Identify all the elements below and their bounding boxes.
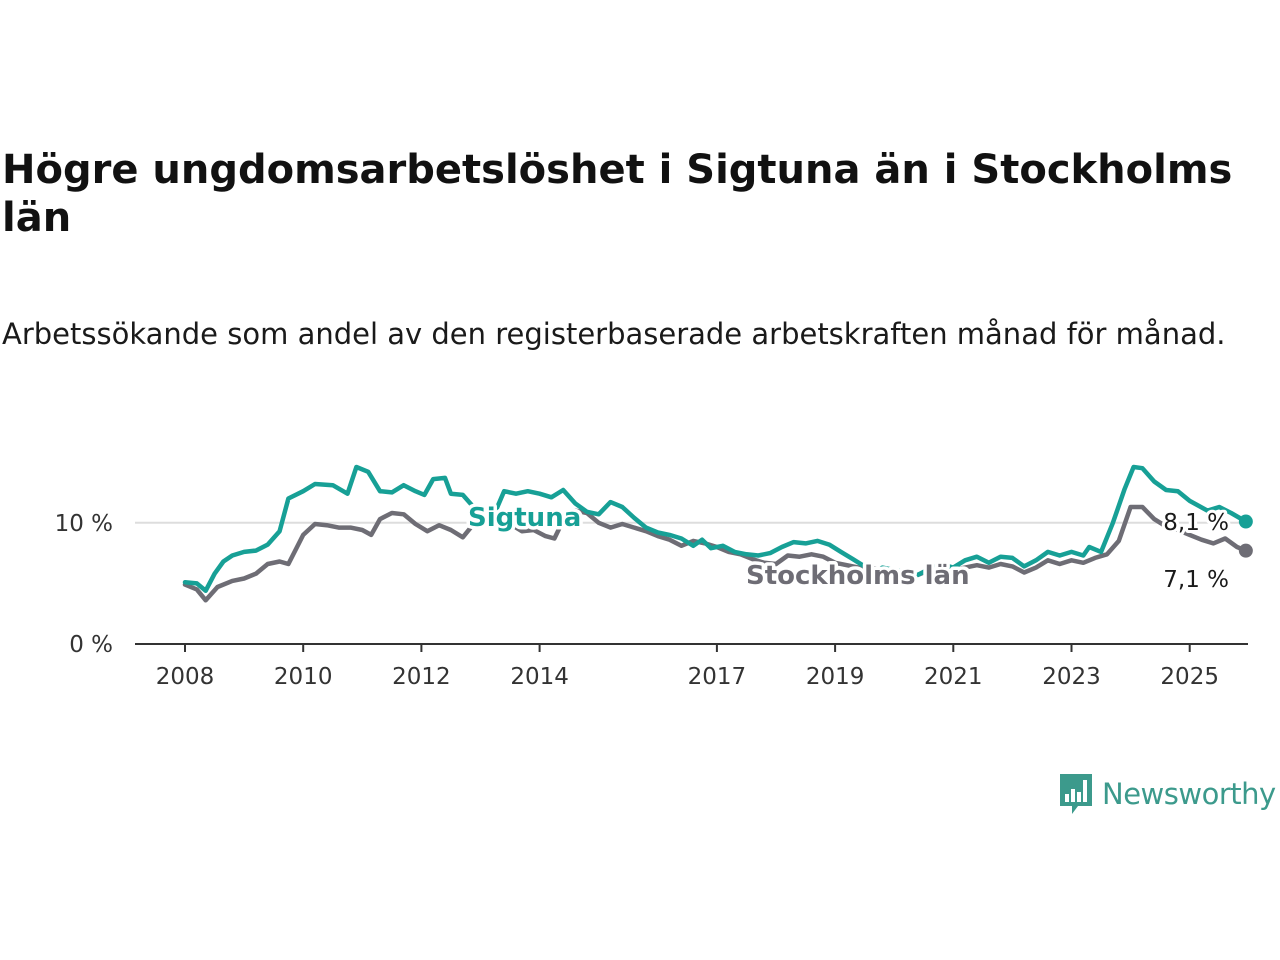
- series-labels: Sigtuna Stockholms län 8,1 % 7,1 %: [465, 500, 1233, 597]
- x-tick-label: 2017: [688, 664, 747, 690]
- x-tick-label: 2023: [1042, 664, 1101, 690]
- series-line-sigtuna: [182, 464, 1249, 593]
- x-tick-label: 2025: [1160, 664, 1219, 690]
- page-title: Högre ungdomsarbetslöshet i Sigtuna än i…: [2, 147, 1233, 241]
- x-tick-label: 2012: [392, 664, 451, 690]
- series-lines: [182, 464, 1253, 603]
- x-tick-label: 2019: [806, 664, 865, 690]
- x-tick-label: 2010: [274, 664, 333, 690]
- axes: 0 % 10 % 2008 2010 2012 2014 2017 2019 2021 2023 2…: [55, 511, 1248, 690]
- page-subtitle: Arbetssökande som andel av den registerb…: [2, 317, 1226, 351]
- y-tick-label: 10 %: [55, 511, 113, 537]
- x-tick-label: 2021: [924, 664, 983, 690]
- brand-name: Newsworthy: [1102, 777, 1276, 811]
- y-tick-label: 0 %: [69, 632, 113, 658]
- series-label-sigtuna: Sigtuna: [468, 503, 581, 533]
- newsworthy-logo-icon: [1060, 774, 1092, 814]
- end-point-stockholms-lan: [1238, 543, 1253, 558]
- series-label-stockholms-lan: Stockholms län: [746, 561, 970, 591]
- end-value-label-sigtuna: 8,1 %: [1163, 510, 1229, 536]
- end-value-label-stockholms-lan: 7,1 %: [1163, 567, 1229, 593]
- end-point-sigtuna: [1238, 514, 1253, 529]
- line-chart: 0 % 10 % 2008 2010 2012 2014 2017 2019 2021 2023 2…: [55, 464, 1253, 690]
- x-tick-label: 2008: [156, 664, 215, 690]
- x-tick-label: 2014: [510, 664, 569, 690]
- newsworthy-logo: Newsworthy: [1058, 772, 1276, 816]
